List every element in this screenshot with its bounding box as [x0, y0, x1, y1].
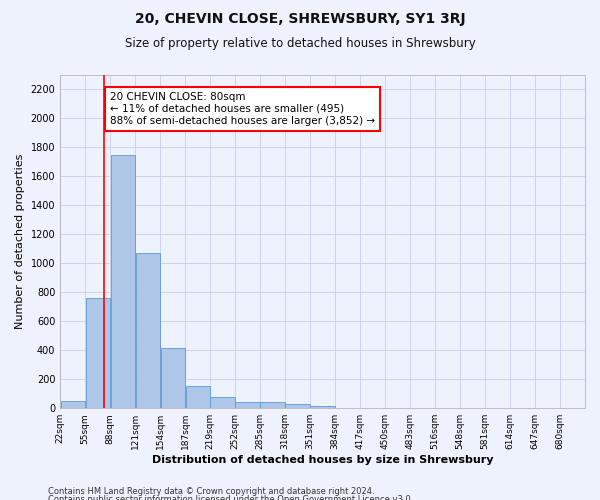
Bar — [286, 404, 310, 408]
Bar — [235, 402, 260, 408]
Text: 20, CHEVIN CLOSE, SHREWSBURY, SY1 3RJ: 20, CHEVIN CLOSE, SHREWSBURY, SY1 3RJ — [134, 12, 466, 26]
Text: Contains public sector information licensed under the Open Government Licence v3: Contains public sector information licen… — [48, 495, 413, 500]
Text: Contains HM Land Registry data © Crown copyright and database right 2024.: Contains HM Land Registry data © Crown c… — [48, 488, 374, 496]
Y-axis label: Number of detached properties: Number of detached properties — [15, 154, 25, 330]
Text: 20 CHEVIN CLOSE: 80sqm
← 11% of detached houses are smaller (495)
88% of semi-de: 20 CHEVIN CLOSE: 80sqm ← 11% of detached… — [110, 92, 375, 126]
Text: Size of property relative to detached houses in Shrewsbury: Size of property relative to detached ho… — [125, 38, 475, 51]
X-axis label: Distribution of detached houses by size in Shrewsbury: Distribution of detached houses by size … — [152, 455, 493, 465]
Bar — [260, 402, 285, 408]
Bar — [185, 386, 210, 408]
Bar — [86, 298, 110, 408]
Bar — [310, 406, 335, 408]
Bar — [136, 253, 160, 408]
Bar — [110, 154, 135, 408]
Bar — [211, 396, 235, 408]
Bar — [61, 401, 85, 408]
Bar — [161, 348, 185, 408]
